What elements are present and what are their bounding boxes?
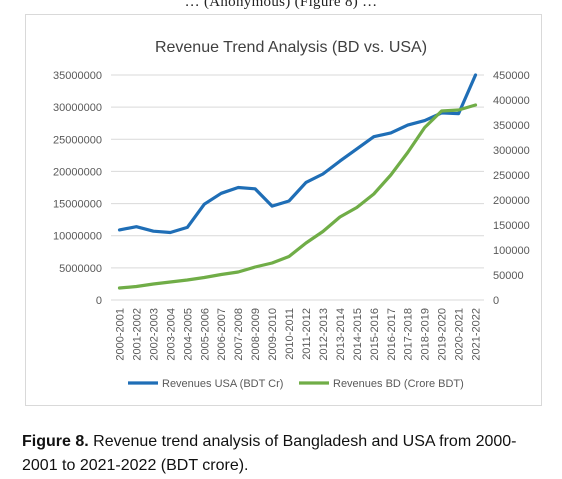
left-axis-tick-label: 0 [96,295,102,307]
x-axis-tick-label: 2006-2007 [216,308,228,361]
right-axis-tick-label: 450000 [493,70,530,82]
figure-caption-text: Revenue trend analysis of Bangladesh and… [22,433,517,474]
x-axis-tick-label: 2002-2003 [148,308,160,361]
legend-label-bd: Revenues BD (Crore BDT) [333,378,464,390]
left-axis-tick-label: 5000000 [59,263,102,275]
right-axis-tick-label: 50000 [493,270,524,282]
x-axis-tick-label: 2014-2015 [352,308,364,361]
x-axis-tick-label: 2015-2016 [369,308,381,361]
x-axis-tick-label: 2010-2011 [284,308,296,360]
right-axis-tick-label: 100000 [493,245,530,257]
x-axis-tick-label: 2009-2010 [267,308,279,361]
x-axis-tick-label: 2008-2009 [250,308,262,361]
line-chart: Revenue Trend Analysis (BD vs. USA) 0 500… [53,39,530,390]
chart-container: Revenue Trend Analysis (BD vs. USA) 0 500… [25,14,542,406]
x-axis-tick-label: 2013-2014 [335,308,347,361]
legend-label-usa: Revenues USA (BDT Cr) [162,378,283,390]
right-axis-tick-label: 150000 [493,220,530,232]
right-axis-tick-label: 250000 [493,170,530,182]
figure-caption: Figure 8. Revenue trend analysis of Bang… [22,430,542,478]
right-axis-tick-label: 400000 [493,95,530,107]
x-axis-tick-label: 2011-2012 [301,308,313,360]
chart-title: Revenue Trend Analysis (BD vs. USA) [155,39,427,56]
series-line-usa [117,73,478,235]
cut-off-text-line: … (Anonymous) (Figure 8) … [184,0,378,10]
left-axis-tick-label: 30000000 [53,102,102,114]
left-axis-tick-label: 10000000 [53,231,102,243]
x-axis-tick-label: 2017-2018 [403,308,415,361]
x-axis-tick-label: 2019-2020 [437,308,449,361]
x-axis-tick-label: 2001-2002 [131,308,143,361]
right-axis-tick-label: 300000 [493,145,530,157]
left-axis-tick-label: 25000000 [53,134,102,146]
right-axis-tick-label: 350000 [493,120,530,132]
x-axis-tick-label: 2007-2008 [233,308,245,361]
x-axis-tick-label: 2003-2004 [165,308,177,361]
left-axis-tick-label: 15000000 [53,199,102,211]
left-axis-tick-label: 20000000 [53,166,102,178]
figure-label: Figure 8. [22,433,89,450]
x-axis-tick-label: 2012-2013 [318,308,330,361]
x-axis-tick-label: 2000-2001 [114,308,126,361]
left-axis-tick-label: 35000000 [53,70,102,82]
x-axis-tick-label: 2004-2005 [182,308,194,361]
right-axis-tick-label: 200000 [493,195,530,207]
x-axis-tick-label: 2005-2006 [199,308,211,361]
right-axis-tick-label: 0 [493,295,499,307]
x-axis-tick-label: 2018-2019 [420,308,432,361]
x-axis-tick-label: 2016-2017 [386,308,398,361]
x-axis-tick-label: 2020-2021 [454,308,466,361]
x-axis-tick-label: 2021-2022 [471,308,483,361]
series-line-bd [117,103,478,290]
